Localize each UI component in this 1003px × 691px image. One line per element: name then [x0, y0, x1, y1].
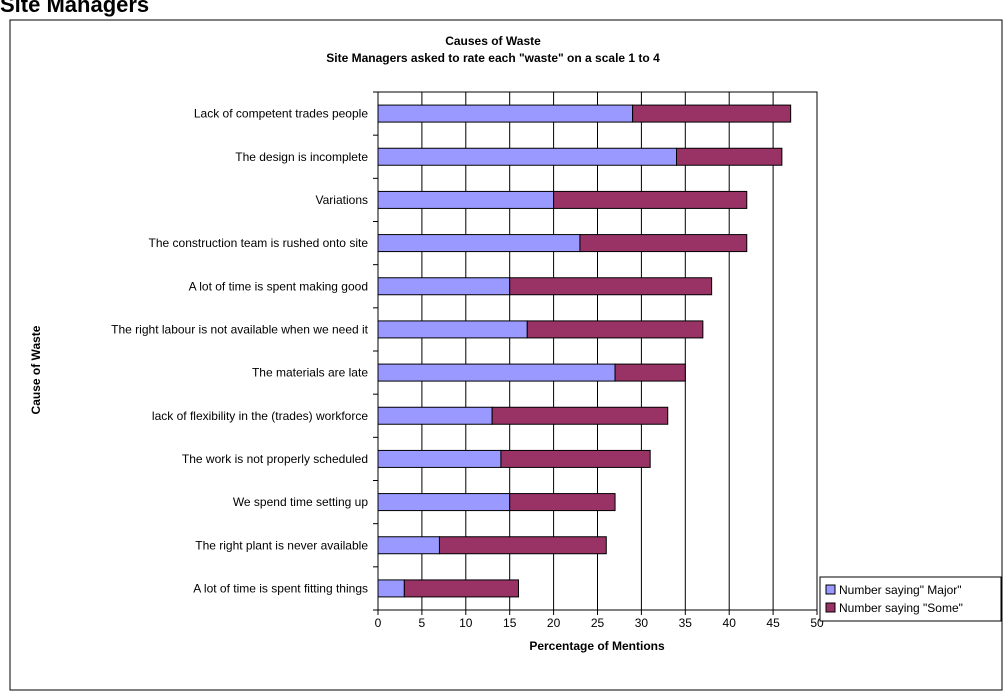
legend: Number saying" Major" Number saying "Some…: [819, 576, 1002, 622]
x-tick-label: 45: [766, 616, 780, 630]
bar-major: [377, 320, 528, 339]
category-label: Variations: [316, 193, 368, 207]
legend-label: Number saying "Some": [839, 601, 963, 615]
bar-some: [438, 536, 607, 555]
y-axis-label: Cause of Waste: [29, 325, 43, 414]
category-label: A lot of time is spent fitting things: [193, 581, 368, 595]
bar-some: [526, 320, 704, 339]
category-label: The right plant is never available: [195, 538, 368, 552]
x-tick-label: 30: [635, 616, 649, 630]
category-label: We spend time setting up: [233, 495, 369, 509]
legend-swatch: [825, 584, 836, 595]
legend-label: Number saying" Major": [839, 583, 962, 597]
bar-some: [579, 234, 748, 253]
legend-swatch: [825, 602, 836, 613]
bar-some: [676, 147, 783, 166]
bar-some: [553, 190, 748, 209]
x-tick-label: 25: [591, 616, 605, 630]
x-tick-label: 10: [459, 616, 473, 630]
bar-major: [377, 277, 511, 296]
legend-box: [819, 576, 1002, 622]
bar-some: [614, 363, 686, 382]
x-tick-label: 20: [547, 616, 561, 630]
bar-some: [500, 449, 651, 468]
bar-major: [377, 449, 502, 468]
category-label: A lot of time is spent making good: [189, 279, 368, 293]
bar-major: [377, 406, 493, 425]
bar-some: [403, 579, 519, 598]
category-label: The right labour is not available when w…: [111, 322, 368, 336]
bar-some: [509, 277, 713, 296]
bar-some: [491, 406, 669, 425]
bar-major: [377, 104, 634, 123]
category-label: The design is incomplete: [235, 150, 368, 164]
page-heading: Site Managers: [0, 0, 150, 17]
chart-subtitle: Site Managers asked to rate each "waste"…: [326, 51, 660, 65]
bar-major: [377, 234, 581, 253]
category-label: The construction team is rushed onto sit…: [149, 236, 369, 250]
category-label: The work is not properly scheduled: [182, 452, 368, 466]
bar-major: [377, 363, 616, 382]
bar-major: [377, 147, 678, 166]
chart-title: Causes of Waste: [445, 34, 541, 48]
x-tick-label: 0: [375, 616, 382, 630]
bar-major: [377, 536, 440, 555]
x-tick-label: 5: [419, 616, 426, 630]
x-tick-label: 35: [679, 616, 693, 630]
category-label: The materials are late: [252, 366, 368, 380]
x-tick-label: 40: [723, 616, 737, 630]
bar-some: [632, 104, 792, 123]
category-label: lack of flexibility in the (trades) work…: [152, 409, 368, 423]
bar-some: [509, 493, 616, 512]
bar-major: [377, 579, 405, 598]
x-axis-label: Percentage of Mentions: [529, 639, 665, 653]
category-label: Lack of competent trades people: [194, 107, 368, 121]
bar-major: [377, 190, 555, 209]
bar-major: [377, 493, 511, 512]
x-tick-label: 15: [503, 616, 517, 630]
